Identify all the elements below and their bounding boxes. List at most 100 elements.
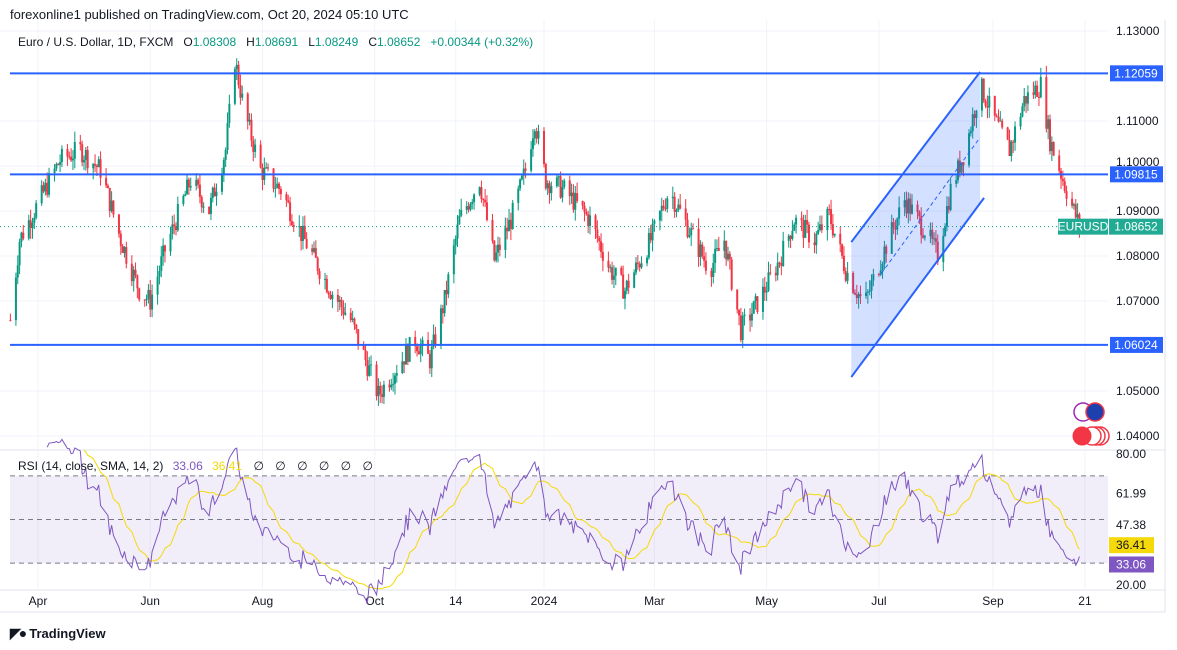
- candle-body: [362, 344, 365, 350]
- candle-body: [292, 225, 295, 228]
- candle-body: [550, 186, 553, 194]
- candle-body: [839, 233, 842, 245]
- candle-body: [855, 294, 858, 299]
- candle-body: [336, 294, 339, 302]
- candle-body: [239, 84, 242, 98]
- rsi-title[interactable]: RSI (14, close, SMA, 14, 2): [18, 459, 164, 473]
- candle-body: [658, 210, 661, 221]
- candle-body: [405, 345, 407, 365]
- candle-body: [1049, 119, 1051, 152]
- candle-body: [1074, 204, 1077, 218]
- candles: [9, 58, 1081, 406]
- candle-body: [815, 233, 818, 246]
- candle-body: [530, 149, 533, 171]
- candle-body: [160, 256, 163, 272]
- candle-body: [754, 296, 757, 302]
- candle-body: [750, 313, 753, 321]
- candle-body: [480, 187, 483, 200]
- candle-body: [793, 224, 796, 231]
- candle-body: [574, 193, 577, 210]
- candle-body: [95, 165, 98, 168]
- candle-body: [688, 235, 691, 237]
- candle-body: [171, 224, 174, 234]
- candle-body: [287, 200, 290, 203]
- candle-body: [633, 272, 636, 288]
- candle-body: [377, 385, 380, 397]
- candle-body: [1026, 92, 1029, 104]
- level-price-box: [1110, 65, 1163, 82]
- candle-body: [276, 183, 279, 188]
- candle-body: [265, 167, 268, 169]
- candle-body: [546, 183, 549, 189]
- rsi-line: [46, 438, 1080, 604]
- candle-body: [761, 286, 764, 312]
- candle-body: [909, 198, 912, 214]
- empty-value: ∅: [362, 459, 373, 473]
- time-tick-label: Jul: [871, 594, 886, 608]
- candle-body: [960, 162, 963, 173]
- candle-body: [495, 252, 498, 261]
- price-tick-label: 1.05000: [1116, 384, 1160, 398]
- candle-body: [756, 296, 759, 312]
- candle-body: [209, 197, 212, 214]
- candle-body: [55, 163, 58, 169]
- candle-body: [949, 183, 952, 210]
- candle-body: [559, 176, 562, 198]
- candle-body: [995, 115, 998, 117]
- candle-body: [200, 196, 203, 208]
- candle-body: [730, 259, 733, 290]
- time-tick-label: 14: [449, 594, 463, 608]
- candle-body: [944, 226, 947, 236]
- candle-body: [125, 247, 128, 264]
- candle-body: [831, 224, 834, 236]
- candle-body: [130, 263, 133, 282]
- time-tick-label: Apr: [29, 594, 48, 608]
- candle-body: [817, 229, 820, 234]
- symbol-tag: [1058, 218, 1108, 235]
- candle-body: [342, 307, 345, 315]
- candle-body: [1012, 141, 1015, 143]
- candle-body: [714, 248, 717, 263]
- tradingview-logo[interactable]: ◤● TradingView: [10, 625, 106, 642]
- candle-body: [986, 106, 989, 108]
- candle-body: [428, 353, 431, 369]
- candle-body: [533, 131, 536, 139]
- candle-body: [57, 163, 60, 165]
- candle-body: [1063, 181, 1066, 192]
- candle-body: [877, 274, 880, 276]
- candle-body: [430, 346, 433, 369]
- candle-body: [649, 233, 652, 241]
- rsi-axis-label: 20.00: [1116, 578, 1146, 592]
- candle-body: [971, 114, 974, 132]
- candle-body: [68, 156, 71, 158]
- candle-body: [198, 184, 201, 197]
- candle-body: [434, 334, 437, 345]
- candle-body: [18, 241, 21, 266]
- candle-body: [723, 240, 726, 251]
- candle-body: [414, 337, 417, 347]
- candle-body: [99, 159, 102, 178]
- candle-body: [482, 199, 485, 201]
- candle-body: [379, 385, 382, 395]
- candle-body: [646, 257, 649, 264]
- time-tick-label: Sep: [982, 594, 1004, 608]
- candle-body: [587, 214, 590, 226]
- candle-body: [121, 245, 124, 254]
- candle-body: [368, 365, 371, 376]
- symbol-name[interactable]: Euro / U.S. Dollar, 1D, FXCM: [18, 35, 174, 49]
- candle-body: [934, 238, 937, 242]
- brand-name: TradingView: [29, 626, 106, 641]
- time-tick-label: May: [755, 594, 778, 608]
- candle-body: [83, 159, 85, 163]
- candle-body: [1076, 214, 1079, 218]
- candle-body: [156, 276, 159, 295]
- price-tick-label: 1.10000: [1116, 155, 1160, 169]
- candle-body: [221, 173, 223, 192]
- candle-body: [820, 224, 823, 231]
- candle-body: [999, 120, 1002, 122]
- candle-body: [94, 164, 97, 166]
- candle-body: [623, 290, 626, 299]
- candle-body: [638, 264, 641, 268]
- time-tick-label: Mar: [644, 594, 665, 608]
